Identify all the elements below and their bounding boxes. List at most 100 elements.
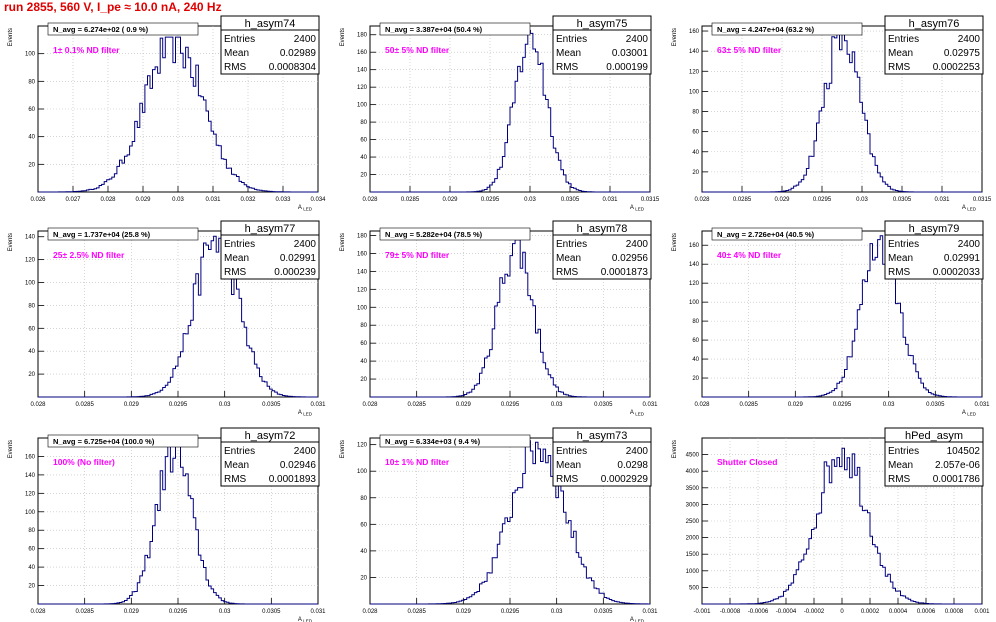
stats-key: RMS <box>556 267 579 278</box>
stats-key: RMS <box>888 474 911 485</box>
stats-key: Mean <box>556 253 581 264</box>
stats-box <box>552 15 652 75</box>
x-tick-label: 0.028 <box>362 402 378 408</box>
stats-box <box>220 15 320 75</box>
navg-label: N_avg = 6.334e+03 ( 9.4 %) <box>385 437 481 446</box>
y-tick-label: 1500 <box>686 552 700 558</box>
navg-label: N_avg = 5.282e+04 (78.5 %) <box>385 230 483 239</box>
x-tick-label: 0.0006 <box>917 609 936 615</box>
y-tick-label: 40 <box>692 357 699 363</box>
x-tick-label: 0.0305 <box>594 402 613 408</box>
x-tick-label: 0.032 <box>240 197 256 203</box>
x-tick-label: 0.03 <box>219 609 231 615</box>
y-tick-label: 60 <box>28 326 35 332</box>
y-tick-label: 120 <box>357 443 368 449</box>
x-tick-label: 0.0004 <box>889 609 908 615</box>
y-tick-label: 120 <box>689 69 700 75</box>
y-tick-label: 40 <box>692 150 699 156</box>
y-axis-label: Events <box>8 440 14 458</box>
y-tick-label: 140 <box>357 269 368 275</box>
y-tick-label: 60 <box>360 341 367 347</box>
stats-box <box>884 220 984 280</box>
navg-box <box>379 22 531 36</box>
y-tick-label: 60 <box>28 547 35 553</box>
histogram-series <box>38 444 318 605</box>
stats-value: 2400 <box>958 239 981 250</box>
histogram-panel-h_asym78: 0.028 0.0285 0.029 0.0295 0.03 0.0305 0.031 20 4… <box>340 220 658 417</box>
y-tick-label: 160 <box>689 29 700 35</box>
x-tick-label: 0.0285 <box>75 609 94 615</box>
stats-box <box>552 427 652 487</box>
y-axis-label: Events <box>672 233 678 251</box>
y-tick-label: 80 <box>28 79 35 85</box>
x-tick-label: 0.029 <box>135 197 151 203</box>
x-tick-label: 0.031 <box>974 402 990 408</box>
y-tick-label: 120 <box>25 491 36 497</box>
x-tick-label: 0.029 <box>442 197 458 203</box>
x-tick-label: -0.0006 <box>748 609 769 615</box>
stats-box <box>220 427 320 487</box>
stats-value: 0.0298 <box>617 460 648 471</box>
x-tick-label: 0.029 <box>124 402 140 408</box>
y-tick-label: 60 <box>360 522 367 528</box>
stats-value: 2400 <box>294 446 317 457</box>
x-tick-label: 0.031 <box>934 197 950 203</box>
y-tick-label: 140 <box>25 473 36 479</box>
y-tick-label: 100 <box>25 510 36 516</box>
y-tick-label: 40 <box>28 565 35 571</box>
y-tick-label: 180 <box>357 233 368 239</box>
y-axis-label: Events <box>8 233 14 251</box>
x-tick-label: 0.028 <box>694 402 710 408</box>
navg-label: N_avg = 3.387e+04 (50.4 %) <box>385 25 483 34</box>
x-tick-label: 0.028 <box>30 402 46 408</box>
x-tick-label: 0.0285 <box>407 402 426 408</box>
x-tick-label: 0.031 <box>310 609 326 615</box>
histogram-panel-h_asym77: 0.028 0.0285 0.029 0.0295 0.03 0.0305 0.031 20 4… <box>8 220 326 417</box>
stats-key: Mean <box>224 48 249 59</box>
y-tick-label: 3000 <box>686 502 700 508</box>
filter-annotation: 25± 2.5% ND filter <box>53 250 125 260</box>
stats-value: 0.02989 <box>280 48 317 59</box>
y-tick-label: 80 <box>692 110 699 116</box>
y-tick-label: 60 <box>360 138 367 144</box>
x-tick-label: 0.0295 <box>501 609 520 615</box>
stats-title: h_asym75 <box>577 18 628 30</box>
y-tick-label: 4000 <box>686 469 700 475</box>
x-tick-label: 0.03 <box>524 197 536 203</box>
y-tick-label: 80 <box>360 323 367 329</box>
stats-key: RMS <box>556 62 579 73</box>
y-tick-label: 160 <box>357 251 368 257</box>
histogram-series <box>370 239 650 398</box>
y-tick-label: 100 <box>357 305 368 311</box>
y-axis-label: Events <box>340 440 346 458</box>
x-tick-label: 0.03 <box>856 197 868 203</box>
stats-key: Mean <box>224 253 249 264</box>
x-tick-label: 0.0305 <box>262 402 281 408</box>
x-tick-label: 0.029 <box>788 402 804 408</box>
stats-key: Mean <box>556 48 581 59</box>
histogram-series <box>38 36 318 193</box>
x-tick-label: 0.027 <box>65 197 81 203</box>
stats-title: h_asym74 <box>245 18 296 30</box>
stats-value: 0.0001873 <box>601 267 649 278</box>
stats-key: Mean <box>888 253 913 264</box>
stats-value: 0.0008304 <box>269 62 317 73</box>
y-tick-label: 160 <box>357 50 368 56</box>
x-tick-label: 0.03 <box>172 197 184 203</box>
histogram-panel-h_asym73: 0.028 0.0285 0.029 0.0295 0.03 0.0305 0.031 20 4… <box>340 427 658 622</box>
stats-key: Entries <box>224 446 255 457</box>
x-tick-label: -0.001 <box>693 609 711 615</box>
x-axis-label: A LED <box>962 205 977 212</box>
stats-value: 2400 <box>626 34 649 45</box>
histogram-series <box>702 447 982 605</box>
filter-annotation: 1± 0.1% ND filter <box>53 45 120 55</box>
y-tick-label: 4500 <box>686 453 700 459</box>
y-tick-label: 140 <box>689 49 700 55</box>
navg-box <box>47 22 199 36</box>
stats-key: Entries <box>888 446 919 457</box>
y-tick-label: 80 <box>28 528 35 534</box>
x-axis-label: A LED <box>298 205 313 212</box>
x-tick-label: 0.029 <box>456 402 472 408</box>
y-tick-label: 40 <box>360 359 367 365</box>
page-title: run 2855, 560 V, I_pe ≈ 10.0 nA, 240 Hz <box>4 0 222 14</box>
